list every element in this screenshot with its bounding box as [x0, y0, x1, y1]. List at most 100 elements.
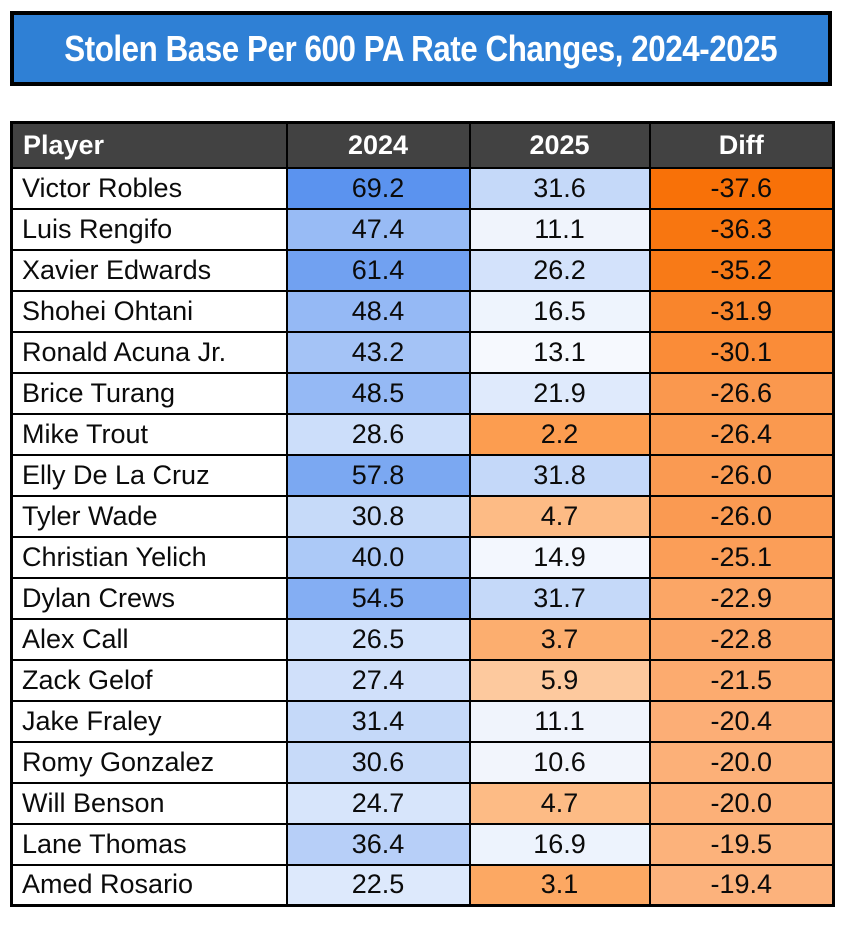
player-name-cell: Dylan Crews: [10, 576, 288, 620]
table-row: Jake Fraley 31.4 11.1 -20.4: [10, 699, 835, 743]
value-2025-cell: 26.2: [468, 248, 651, 292]
header-row: Player 2024 2025 Diff: [10, 121, 835, 169]
diff-cell: -36.3: [648, 207, 835, 251]
value-2025-cell: 13.1: [468, 330, 651, 374]
value-2024-cell: 24.7: [285, 781, 471, 825]
value-2025-cell: 5.9: [468, 658, 651, 702]
value-2025-cell: 3.7: [468, 617, 651, 661]
table-row: Brice Turang 48.5 21.9 -26.6: [10, 371, 835, 415]
stolen-base-table: Player 2024 2025 Diff Victor Robles 69.2 3…: [10, 121, 835, 907]
column-header-diff: Diff: [648, 121, 835, 169]
diff-cell: -26.4: [648, 412, 835, 456]
diff-cell: -35.2: [648, 248, 835, 292]
value-2024-cell: 30.8: [285, 494, 471, 538]
player-name-cell: Brice Turang: [10, 371, 288, 415]
diff-cell: -31.9: [648, 289, 835, 333]
value-2025-cell: 2.2: [468, 412, 651, 456]
value-2024-cell: 48.5: [285, 371, 471, 415]
player-name-cell: Jake Fraley: [10, 699, 288, 743]
value-2025-cell: 14.9: [468, 535, 651, 579]
title-banner: Stolen Base Per 600 PA Rate Changes, 202…: [10, 11, 832, 86]
table-header: Player 2024 2025 Diff: [10, 121, 835, 169]
player-name-cell: Elly De La Cruz: [10, 453, 288, 497]
value-2025-cell: 16.9: [468, 822, 651, 866]
table-row: Romy Gonzalez 30.6 10.6 -20.0: [10, 740, 835, 784]
diff-cell: -19.5: [648, 822, 835, 866]
table-row: Dylan Crews 54.5 31.7 -22.9: [10, 576, 835, 620]
table-row: Shohei Ohtani 48.4 16.5 -31.9: [10, 289, 835, 333]
diff-cell: -37.6: [648, 166, 835, 210]
table-row: Lane Thomas 36.4 16.9 -19.5: [10, 822, 835, 866]
player-name-cell: Zack Gelof: [10, 658, 288, 702]
table-row: Elly De La Cruz 57.8 31.8 -26.0: [10, 453, 835, 497]
player-name-cell: Tyler Wade: [10, 494, 288, 538]
player-name-cell: Ronald Acuna Jr.: [10, 330, 288, 374]
table-row: Alex Call 26.5 3.7 -22.8: [10, 617, 835, 661]
diff-cell: -26.6: [648, 371, 835, 415]
player-name-cell: Alex Call: [10, 617, 288, 661]
column-header-2024: 2024: [285, 121, 471, 169]
diff-cell: -21.5: [648, 658, 835, 702]
value-2025-cell: 4.7: [468, 494, 651, 538]
value-2024-cell: 48.4: [285, 289, 471, 333]
value-2024-cell: 47.4: [285, 207, 471, 251]
column-header-2025: 2025: [468, 121, 651, 169]
value-2025-cell: 31.8: [468, 453, 651, 497]
value-2025-cell: 31.6: [468, 166, 651, 210]
value-2025-cell: 21.9: [468, 371, 651, 415]
player-name-cell: Victor Robles: [10, 166, 288, 210]
value-2024-cell: 61.4: [285, 248, 471, 292]
player-name-cell: Lane Thomas: [10, 822, 288, 866]
value-2024-cell: 36.4: [285, 822, 471, 866]
table-row: Luis Rengifo 47.4 11.1 -36.3: [10, 207, 835, 251]
diff-cell: -20.0: [648, 781, 835, 825]
value-2025-cell: 3.1: [468, 863, 651, 907]
value-2025-cell: 31.7: [468, 576, 651, 620]
player-name-cell: Mike Trout: [10, 412, 288, 456]
value-2024-cell: 30.6: [285, 740, 471, 784]
player-name-cell: Will Benson: [10, 781, 288, 825]
table-row: Will Benson 24.7 4.7 -20.0: [10, 781, 835, 825]
player-name-cell: Amed Rosario: [10, 863, 288, 907]
diff-cell: -26.0: [648, 453, 835, 497]
player-name-cell: Romy Gonzalez: [10, 740, 288, 784]
table-row: Mike Trout 28.6 2.2 -26.4: [10, 412, 835, 456]
player-name-cell: Xavier Edwards: [10, 248, 288, 292]
value-2024-cell: 26.5: [285, 617, 471, 661]
player-name-cell: Christian Yelich: [10, 535, 288, 579]
value-2024-cell: 54.5: [285, 576, 471, 620]
value-2025-cell: 11.1: [468, 207, 651, 251]
diff-cell: -20.4: [648, 699, 835, 743]
player-name-cell: Shohei Ohtani: [10, 289, 288, 333]
table-row: Victor Robles 69.2 31.6 -37.6: [10, 166, 835, 210]
table-row: Amed Rosario 22.5 3.1 -19.4: [10, 863, 835, 907]
value-2024-cell: 40.0: [285, 535, 471, 579]
value-2024-cell: 31.4: [285, 699, 471, 743]
table-row: Christian Yelich 40.0 14.9 -25.1: [10, 535, 835, 579]
table-row: Xavier Edwards 61.4 26.2 -35.2: [10, 248, 835, 292]
column-header-player: Player: [10, 121, 288, 169]
table-row: Tyler Wade 30.8 4.7 -26.0: [10, 494, 835, 538]
player-name-cell: Luis Rengifo: [10, 207, 288, 251]
table-body: Victor Robles 69.2 31.6 -37.6 Luis Rengifo 47…: [10, 166, 835, 907]
diff-cell: -25.1: [648, 535, 835, 579]
value-2024-cell: 28.6: [285, 412, 471, 456]
value-2024-cell: 22.5: [285, 863, 471, 907]
value-2024-cell: 69.2: [285, 166, 471, 210]
value-2024-cell: 57.8: [285, 453, 471, 497]
table-row: Ronald Acuna Jr. 43.2 13.1 -30.1: [10, 330, 835, 374]
value-2024-cell: 43.2: [285, 330, 471, 374]
value-2025-cell: 11.1: [468, 699, 651, 743]
page-title: Stolen Base Per 600 PA Rate Changes, 202…: [64, 27, 778, 69]
value-2024-cell: 27.4: [285, 658, 471, 702]
value-2025-cell: 16.5: [468, 289, 651, 333]
diff-cell: -26.0: [648, 494, 835, 538]
diff-cell: -30.1: [648, 330, 835, 374]
diff-cell: -22.8: [648, 617, 835, 661]
diff-cell: -20.0: [648, 740, 835, 784]
value-2025-cell: 4.7: [468, 781, 651, 825]
value-2025-cell: 10.6: [468, 740, 651, 784]
table-row: Zack Gelof 27.4 5.9 -21.5: [10, 658, 835, 702]
diff-cell: -19.4: [648, 863, 835, 907]
